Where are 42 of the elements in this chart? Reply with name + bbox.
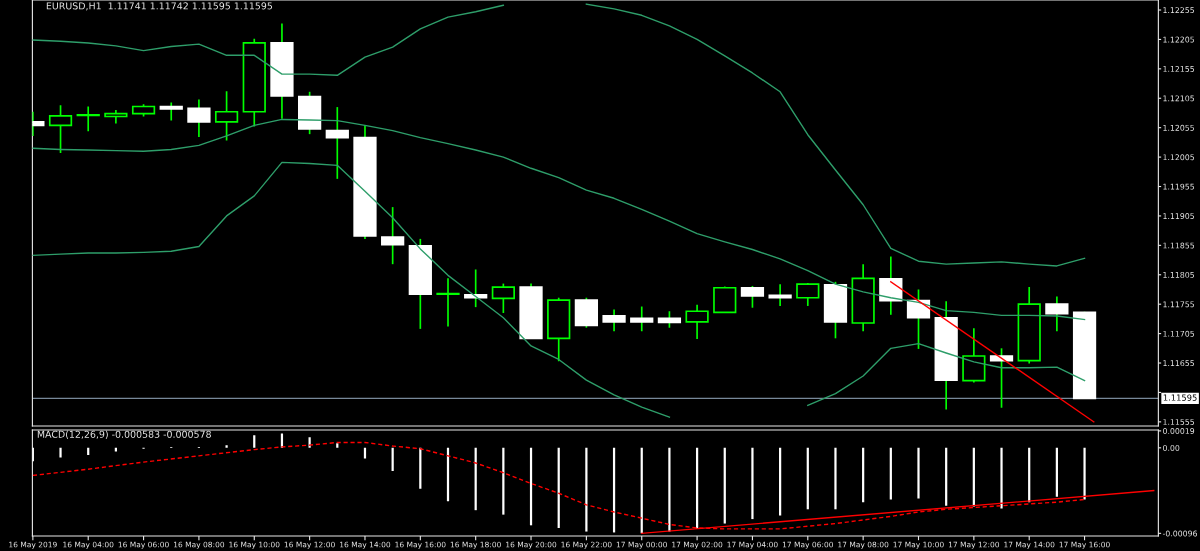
candlestick — [796, 282, 820, 307]
bar — [391, 447, 394, 471]
line-series — [32, 118, 1086, 321]
candlestick — [48, 104, 73, 154]
chart-title: MACD(12,26,9) -0.000583 -0.000578 — [37, 430, 211, 439]
candlestick — [602, 308, 626, 333]
candlestick — [989, 347, 1014, 409]
candlestick — [214, 90, 239, 142]
bar — [1055, 447, 1058, 497]
candlestick — [76, 105, 100, 133]
candlestick — [187, 98, 211, 138]
bar — [917, 447, 920, 499]
bar — [529, 447, 533, 526]
bar — [1083, 447, 1086, 500]
bar — [723, 447, 726, 524]
candlestick — [740, 285, 765, 309]
bar — [363, 447, 367, 459]
candlestick — [630, 305, 654, 333]
candlestick — [464, 268, 488, 308]
ref-line-label: 1.11595 — [1163, 394, 1197, 401]
candlestick — [436, 277, 460, 328]
chart-title: EURUSD,H1 1.11741 1.11742 1.11595 1.11595 — [46, 2, 273, 11]
candlestick — [491, 282, 515, 314]
bar — [862, 447, 865, 503]
candlestick — [768, 283, 792, 307]
bar — [1000, 447, 1003, 509]
bar — [668, 447, 671, 532]
bar — [253, 435, 256, 448]
candlestick — [325, 106, 349, 180]
bar — [834, 447, 837, 510]
candlestick — [685, 303, 709, 340]
bar — [779, 447, 782, 516]
candlestick — [1045, 295, 1069, 333]
bar — [336, 443, 339, 448]
bar — [751, 447, 754, 520]
candlestick — [906, 288, 931, 350]
bar — [59, 447, 62, 458]
bar — [225, 445, 228, 448]
candlestick — [159, 101, 183, 122]
candlestick — [381, 206, 405, 266]
bar — [806, 447, 809, 510]
bar — [945, 447, 948, 506]
